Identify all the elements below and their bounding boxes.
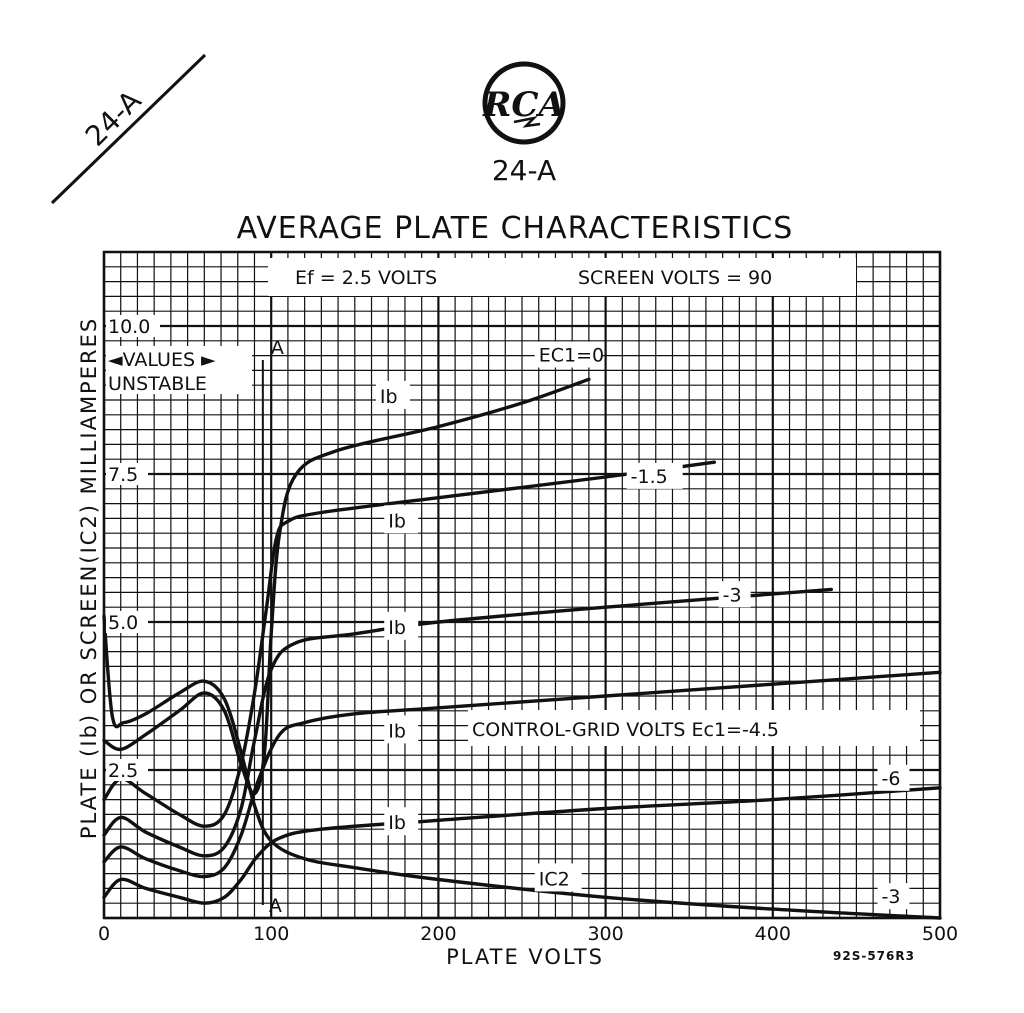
unstable-label-2: UNSTABLE [108, 373, 207, 395]
curve-label: Ib [388, 617, 406, 639]
y-tick-label: 2.5 [108, 760, 138, 782]
series-label: -1.5 [631, 466, 668, 488]
x-tick-label: 100 [253, 923, 289, 945]
conditions-box: Ef = 2.5 VOLTS SCREEN VOLTS = 90 [268, 258, 856, 296]
y-tick-label: 5.0 [108, 612, 138, 634]
y-axis-title: PLATE (Ib) OR SCREEN(IC2) MILLIAMPERES [77, 317, 101, 839]
x-axis-title: PLATE VOLTS [446, 945, 604, 969]
x-tick-label: 0 [98, 923, 110, 945]
y-tick-bg [106, 611, 148, 633]
x-tick-label: 500 [922, 923, 958, 945]
curve-label: Ib [388, 720, 406, 742]
chart-series: Ib EC1=0 Ib -1.5 Ib -3 Ib Ib -6 IC2 -3 [102, 341, 942, 920]
corner-tag-line [50, 53, 207, 205]
series-label: -3 [881, 886, 900, 908]
curve-label: IC2 [539, 868, 570, 890]
filament-voltage: Ef = 2.5 VOLTS [295, 267, 437, 289]
screen-voltage: SCREEN VOLTS = 90 [578, 267, 772, 289]
y-tick-bg [106, 315, 160, 337]
marker-a-top: A [271, 337, 284, 359]
series-label-bg [718, 581, 751, 608]
tube-type: 24-A [492, 154, 556, 187]
marker-a-bottom: A [269, 895, 282, 917]
series-line-ec1-3 [102, 670, 942, 879]
series-label-bg [877, 764, 910, 791]
control-grid-label: CONTROL-GRID VOLTS Ec1=-4.5 [472, 719, 779, 741]
series-label-bg [626, 462, 683, 489]
x-tick-label: 200 [420, 923, 456, 945]
curve-label-bg [384, 611, 419, 640]
series-label-bg [877, 883, 910, 910]
unstable-label-1: ◄VALUES ► [108, 349, 216, 371]
x-tick-label: 300 [587, 923, 623, 945]
chart-title: AVERAGE PLATE CHARACTERISTICS [237, 211, 794, 246]
unstable-region: ◄VALUES ► UNSTABLE A A [106, 337, 284, 917]
series-label: -3 [723, 584, 742, 606]
x-tick-label: 400 [755, 923, 791, 945]
series-line-ic2 [102, 614, 942, 920]
series-line-ec1-1 [102, 460, 716, 828]
series-line-ec1-2 [102, 587, 833, 858]
series-label-bg [534, 341, 603, 368]
rca-logo-text: RCA [482, 85, 565, 125]
series-line-ec1-0 [102, 377, 591, 796]
y-tick-bg [106, 759, 148, 781]
y-tick-bg [106, 463, 148, 485]
series-label: -6 [881, 768, 900, 790]
curve-label-bg [534, 863, 582, 892]
curve-label-bg [375, 380, 410, 409]
x-tick-labels: 0 100 200 300 400 500 [98, 923, 958, 945]
y-tick-label: 10.0 [108, 316, 150, 338]
series-line-ec1-4 [102, 786, 942, 905]
curve-label: Ib [388, 510, 406, 532]
drawing-code: 92S-576R3 [833, 949, 915, 963]
curve-label: Ib [380, 386, 398, 408]
curve-label: Ib [388, 812, 406, 834]
series-label: EC1=0 [539, 345, 604, 367]
plot-frame [102, 250, 942, 920]
corner-tag: 24-A [50, 53, 207, 205]
y-tick-labels: 2.5 5.0 7.5 10.0 [106, 315, 160, 782]
rca-logo: RCA [482, 61, 566, 145]
curve-label-bg [384, 807, 419, 836]
y-tick-label: 7.5 [108, 464, 138, 486]
curve-label-bg [384, 715, 419, 744]
control-grid-label-group: CONTROL-GRID VOLTS Ec1=-4.5 [468, 710, 920, 746]
curve-label-bg [384, 505, 419, 534]
rca-lightning-icon [513, 115, 541, 128]
